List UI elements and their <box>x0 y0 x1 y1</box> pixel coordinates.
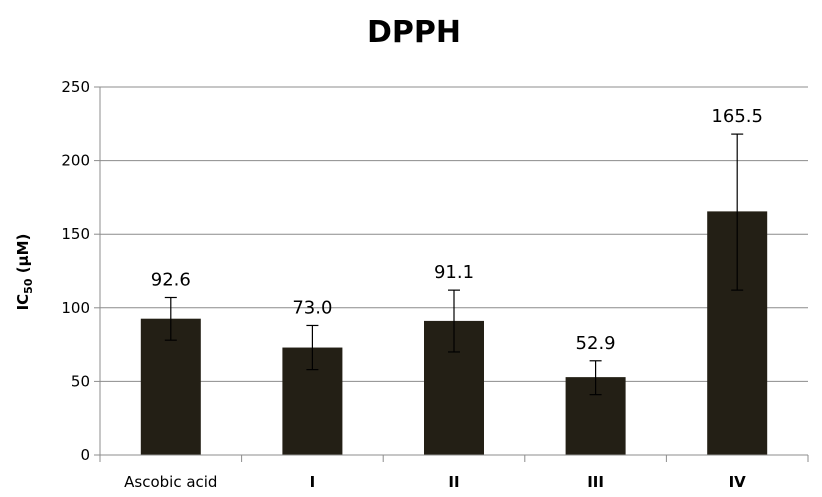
gridlines <box>94 86 808 456</box>
category-label: I <box>310 473 316 491</box>
y-tick-label: 0 <box>80 446 90 464</box>
data-label: 73.0 <box>292 297 332 318</box>
data-label: 92.6 <box>151 269 191 290</box>
y-tick-label: 250 <box>61 78 90 96</box>
category-label: Ascobic acid <box>124 473 217 491</box>
y-axis-label: IC50 (µM) <box>14 234 35 311</box>
y-tick-labels: 0 50 100 150 200 250 <box>61 78 90 464</box>
bar <box>140 318 201 455</box>
error-bars <box>164 133 744 396</box>
category-label: IV <box>729 473 747 491</box>
axes <box>94 87 809 462</box>
bars <box>140 211 768 455</box>
data-labels: 92.6 73.0 91.1 52.9 165.5 <box>151 106 763 354</box>
category-label: II <box>448 473 459 491</box>
category-labels: Ascobic acid I II III IV <box>124 473 746 491</box>
y-tick-label: 200 <box>61 152 90 170</box>
y-tick-label: 50 <box>71 372 90 390</box>
y-tick-label: 100 <box>61 299 90 317</box>
data-label: 91.1 <box>434 262 474 283</box>
y-tick-label: 150 <box>61 225 90 243</box>
chart-title: DPPH <box>367 15 461 50</box>
data-label: 165.5 <box>711 106 763 127</box>
category-label: III <box>587 473 604 491</box>
data-label: 52.9 <box>576 333 616 354</box>
